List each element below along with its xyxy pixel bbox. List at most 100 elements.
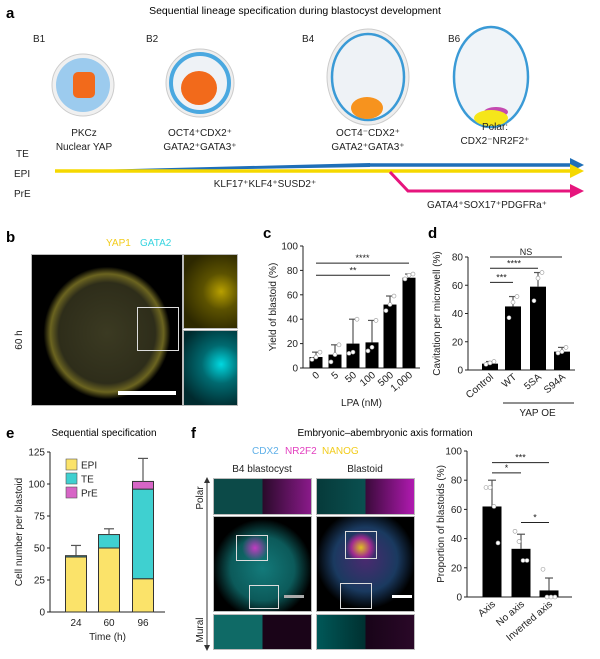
column-blastoid: Blastoid [347, 464, 383, 475]
b-zoom-box [137, 307, 179, 351]
data-point [512, 528, 518, 534]
bar-segment-epi [98, 547, 120, 613]
b-inset-gata2 [183, 330, 238, 406]
lineage-te-label: TE [16, 149, 29, 160]
panel-a-label: a [6, 5, 15, 22]
y-tick-label: 80 [451, 476, 463, 487]
y-tick-label: 20 [287, 339, 299, 350]
data-point [369, 344, 375, 350]
data-point [487, 360, 493, 366]
y-tick-label: 100 [281, 242, 298, 253]
scale-bar [118, 391, 176, 395]
significance-label: * [533, 513, 537, 523]
panel-d-label: d [428, 225, 437, 242]
stage-b4-marker-2: GATA2⁺GATA3⁺ [331, 142, 404, 153]
x-tick-label: Control [464, 372, 496, 401]
y-tick-label: 80 [452, 253, 464, 264]
stage-b6-marker-1: Polar: [482, 122, 508, 133]
stage-b4-marker-1: OCT4⁻CDX2⁺ [336, 128, 400, 139]
bar-segment-epi [132, 578, 154, 613]
y-tick-label: 40 [452, 309, 464, 320]
lineage-pre-label: PrE [14, 189, 31, 200]
bar-0 [309, 357, 323, 368]
f-polar-box [345, 531, 377, 559]
timepoint-label: 60 h [14, 330, 25, 349]
significance-label: *** [515, 453, 526, 463]
data-point [332, 352, 338, 357]
data-point [563, 345, 569, 350]
significance-label: NS [520, 247, 533, 257]
y-axis-label: Proportion of blastoids (%) [436, 465, 447, 583]
bar-5 [328, 354, 342, 368]
x-tick-label: WT [500, 372, 519, 390]
y-tick-label: 40 [287, 315, 299, 326]
embryo-b4-illustration [326, 28, 410, 126]
data-point [540, 566, 546, 572]
data-point [387, 302, 393, 307]
y-tick-label: 0 [39, 608, 45, 619]
f-blastoid-micrograph [316, 516, 415, 612]
y-tick-label: 25 [34, 576, 46, 587]
significance-label: * [505, 463, 509, 473]
bar-axis [482, 506, 502, 597]
x-tick-label: 96 [137, 618, 149, 629]
stain-cdx2-label: CDX2 [252, 446, 279, 457]
pre-markers-label: GATA4⁺SOX17⁺PDGFRa⁺ [427, 200, 547, 211]
f-mural-box [249, 585, 279, 609]
data-point [524, 558, 530, 563]
embryo-b6-illustration [452, 25, 530, 129]
x-tick-label: 5 [330, 370, 342, 382]
legend-swatch-pre [65, 486, 78, 499]
f-blastocyst-micrograph [213, 516, 312, 612]
stain-yap1-label: YAP1 [106, 238, 131, 249]
bar-segment-te [98, 534, 120, 549]
data-point [559, 349, 565, 354]
bar-5sa [530, 286, 546, 370]
bar-segment-te [65, 555, 87, 558]
bar-50 [346, 343, 360, 368]
y-tick-label: 100 [28, 480, 45, 491]
data-point [483, 485, 489, 490]
lineage-epi-label: EPI [14, 169, 30, 180]
data-point [383, 308, 389, 313]
stain-gata2-label: GATA2 [140, 238, 172, 249]
y-axis-label: Cell number per blastoid [14, 478, 25, 586]
scale-bar [284, 595, 304, 598]
chart-f: 0 20 40 60 80 100 Proportion of blastoids (%) A… [436, 447, 572, 644]
data-point [506, 315, 512, 321]
column-b4-blastocyst: B4 blastocyst [232, 464, 292, 475]
embryo-b2-illustration [165, 48, 235, 118]
data-point [520, 558, 526, 563]
data-point [483, 362, 489, 367]
bar-inverted-axis [539, 590, 559, 597]
b-inset-yap1 [183, 254, 238, 329]
mural-label: Mural [195, 617, 206, 642]
data-point [373, 318, 379, 323]
x-axis-label: Time (h) [89, 632, 126, 643]
y-tick-label: 125 [28, 448, 45, 459]
b-main-micrograph [31, 254, 183, 406]
y-tick-label: 20 [451, 563, 463, 574]
data-point [495, 540, 501, 546]
data-point [487, 485, 493, 490]
x-tick-label: 1,000 [389, 370, 416, 395]
data-point [410, 271, 416, 277]
f-blastocyst-mural-inset [213, 614, 312, 650]
stage-b2-label: B2 [146, 34, 159, 45]
data-point [365, 348, 371, 354]
y-tick-label: 100 [445, 447, 462, 458]
pre-lineage-arrow [388, 170, 584, 198]
significance-label: *** [496, 272, 507, 282]
bar-1-000 [402, 277, 416, 368]
data-point [535, 275, 541, 281]
data-point [552, 594, 558, 600]
f-polar-box [236, 535, 268, 561]
x-tick-label: 0 [311, 370, 323, 382]
y-tick-label: 60 [287, 290, 299, 301]
y-tick-label: 60 [452, 281, 464, 292]
stage-b2-marker-1: OCT4⁺CDX2⁺ [168, 128, 232, 139]
y-axis-label: Yield of blastoid (%) [268, 263, 279, 352]
